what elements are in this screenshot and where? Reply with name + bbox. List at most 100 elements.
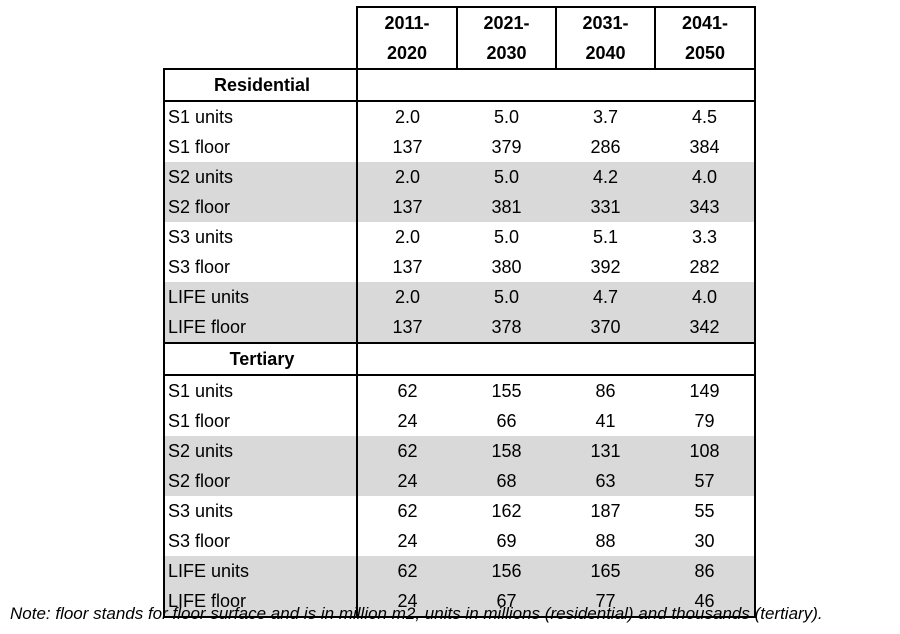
cell-value: 381 xyxy=(457,192,556,222)
cell-value: 5.0 xyxy=(457,282,556,312)
table-note: Note: floor stands for floor surface and… xyxy=(10,604,823,623)
cell-value: 67 xyxy=(457,586,556,618)
row-label: S2 units xyxy=(163,436,357,466)
row-label: LIFE units xyxy=(163,282,357,312)
cell-value: 187 xyxy=(590,501,621,521)
row-label: S1 units xyxy=(163,101,357,132)
cell-value: 137 xyxy=(356,252,457,282)
cell-value: 384 xyxy=(655,132,756,162)
column-header-top: 2011- xyxy=(384,13,430,33)
section-row-residential: Residential xyxy=(163,68,756,102)
table-row: S1 floor 137 379 286 384 xyxy=(163,132,756,162)
cell-value: 24 xyxy=(356,466,457,496)
cell-value: 30 xyxy=(655,526,756,556)
cell-value: 79 xyxy=(655,406,756,436)
cell-value: 331 xyxy=(556,192,655,222)
cell-value: 24 xyxy=(356,586,457,618)
section-title: Residential xyxy=(163,68,357,102)
cell-value: 24 xyxy=(356,526,457,556)
row-label: S1 units xyxy=(163,375,357,406)
table-row: S1 units 62 155 86 149 xyxy=(163,375,756,406)
cell-value: 69 xyxy=(496,531,517,551)
table-row: LIFE units 2.0 5.0 4.7 4.0 xyxy=(163,282,756,312)
column-header-top: 2041- xyxy=(681,13,729,33)
cell-value: 62 xyxy=(356,496,457,526)
column-header-bottom: 2050 xyxy=(684,43,726,63)
cell-value: 2.0 xyxy=(356,101,457,132)
table-row: S2 units 62 158 131 108 xyxy=(163,436,756,466)
table-row: S2 floor 137 381 331 343 xyxy=(163,192,756,222)
cell-value: 4.7 xyxy=(556,282,655,312)
cell-value: 62 xyxy=(356,375,457,406)
cell-value: 55 xyxy=(655,496,756,526)
table-row: S3 units 2.0 5.0 5.1 3.3 xyxy=(163,222,756,252)
table-row: S2 units 2.0 5.0 4.2 4.0 xyxy=(163,162,756,192)
cell-value: 5.1 xyxy=(592,227,619,247)
row-label: LIFE floor xyxy=(163,312,357,344)
cell-value: 2.0 xyxy=(356,162,457,192)
column-header-bottom: 2040 xyxy=(585,43,626,63)
cell-value: 342 xyxy=(655,312,756,344)
table-row: S3 floor 137 380 392 282 xyxy=(163,252,756,282)
cell-value: 282 xyxy=(655,252,756,282)
column-header-2031-2040: 2031- 2040 xyxy=(555,6,655,69)
cell-value: 2.0 xyxy=(356,222,457,252)
row-label: LIFE floor xyxy=(163,586,357,618)
table-body: Residential S1 units 2.0 5.0 3.7 4.5 S1 floor 1… xyxy=(163,68,756,618)
section-blank-cell xyxy=(356,342,756,376)
row-label: S2 floor xyxy=(163,466,357,496)
table-row: LIFE units 62 156 165 86 xyxy=(163,556,756,586)
cell-value: 68 xyxy=(457,466,556,496)
cell-value: 5.0 xyxy=(493,227,520,247)
column-header-top: 2021- xyxy=(483,13,530,33)
header-row: 2011- 2020 2021- 2030 2031- 2040 2041- 2… xyxy=(164,6,756,69)
renovation-table: 2011- 2020 2021- 2030 2031- 2040 2041- 2… xyxy=(163,6,756,618)
cell-value: 66 xyxy=(496,411,517,431)
row-label: S1 floor xyxy=(163,132,357,162)
row-label: S2 units xyxy=(163,162,357,192)
cell-value: 108 xyxy=(655,436,756,466)
section-blank-cell xyxy=(356,68,756,102)
column-header-2041-2050: 2041- 2050 xyxy=(654,6,756,69)
table-row: S3 units 62 162 187 55 xyxy=(163,496,756,526)
cell-value: 3.7 xyxy=(592,107,619,127)
cell-value: 62 xyxy=(356,556,457,586)
cell-value: 4.0 xyxy=(655,162,756,192)
cell-value: 5.0 xyxy=(493,107,520,127)
cell-value: 4.5 xyxy=(655,101,756,132)
row-label: S3 floor xyxy=(163,252,357,282)
cell-value: 5.0 xyxy=(457,162,556,192)
header-corner xyxy=(164,7,357,69)
column-header-top: 2031- xyxy=(582,13,629,33)
cell-value: 165 xyxy=(556,556,655,586)
table-row: S1 units 2.0 5.0 3.7 4.5 xyxy=(163,101,756,132)
cell-value: 286 xyxy=(590,137,621,157)
row-label: LIFE units xyxy=(163,556,357,586)
cell-value: 155 xyxy=(491,381,522,401)
cell-value: 379 xyxy=(491,137,522,157)
cell-value: 4.2 xyxy=(556,162,655,192)
cell-value: 24 xyxy=(356,406,457,436)
cell-value: 41 xyxy=(595,411,616,431)
table-row: LIFE floor 24 67 77 46 xyxy=(163,586,756,618)
column-header-bottom: 2020 xyxy=(386,43,428,63)
column-header-2011-2020: 2011- 2020 xyxy=(356,6,457,69)
cell-value: 3.3 xyxy=(655,222,756,252)
cell-value: 137 xyxy=(356,132,457,162)
cell-value: 63 xyxy=(556,466,655,496)
cell-value: 131 xyxy=(556,436,655,466)
cell-value: 162 xyxy=(491,501,522,521)
cell-value: 137 xyxy=(356,312,457,344)
cell-value: 149 xyxy=(655,375,756,406)
section-row-tertiary: Tertiary xyxy=(163,342,756,376)
cell-value: 62 xyxy=(356,436,457,466)
table-row: S3 floor 24 69 88 30 xyxy=(163,526,756,556)
column-header-bottom: 2030 xyxy=(486,43,527,63)
cell-value: 86 xyxy=(655,556,756,586)
table-row: LIFE floor 137 378 370 342 xyxy=(163,312,756,344)
cell-value: 343 xyxy=(655,192,756,222)
cell-value: 77 xyxy=(556,586,655,618)
table-row: S2 floor 24 68 63 57 xyxy=(163,466,756,496)
cell-value: 156 xyxy=(457,556,556,586)
cell-value: 158 xyxy=(457,436,556,466)
